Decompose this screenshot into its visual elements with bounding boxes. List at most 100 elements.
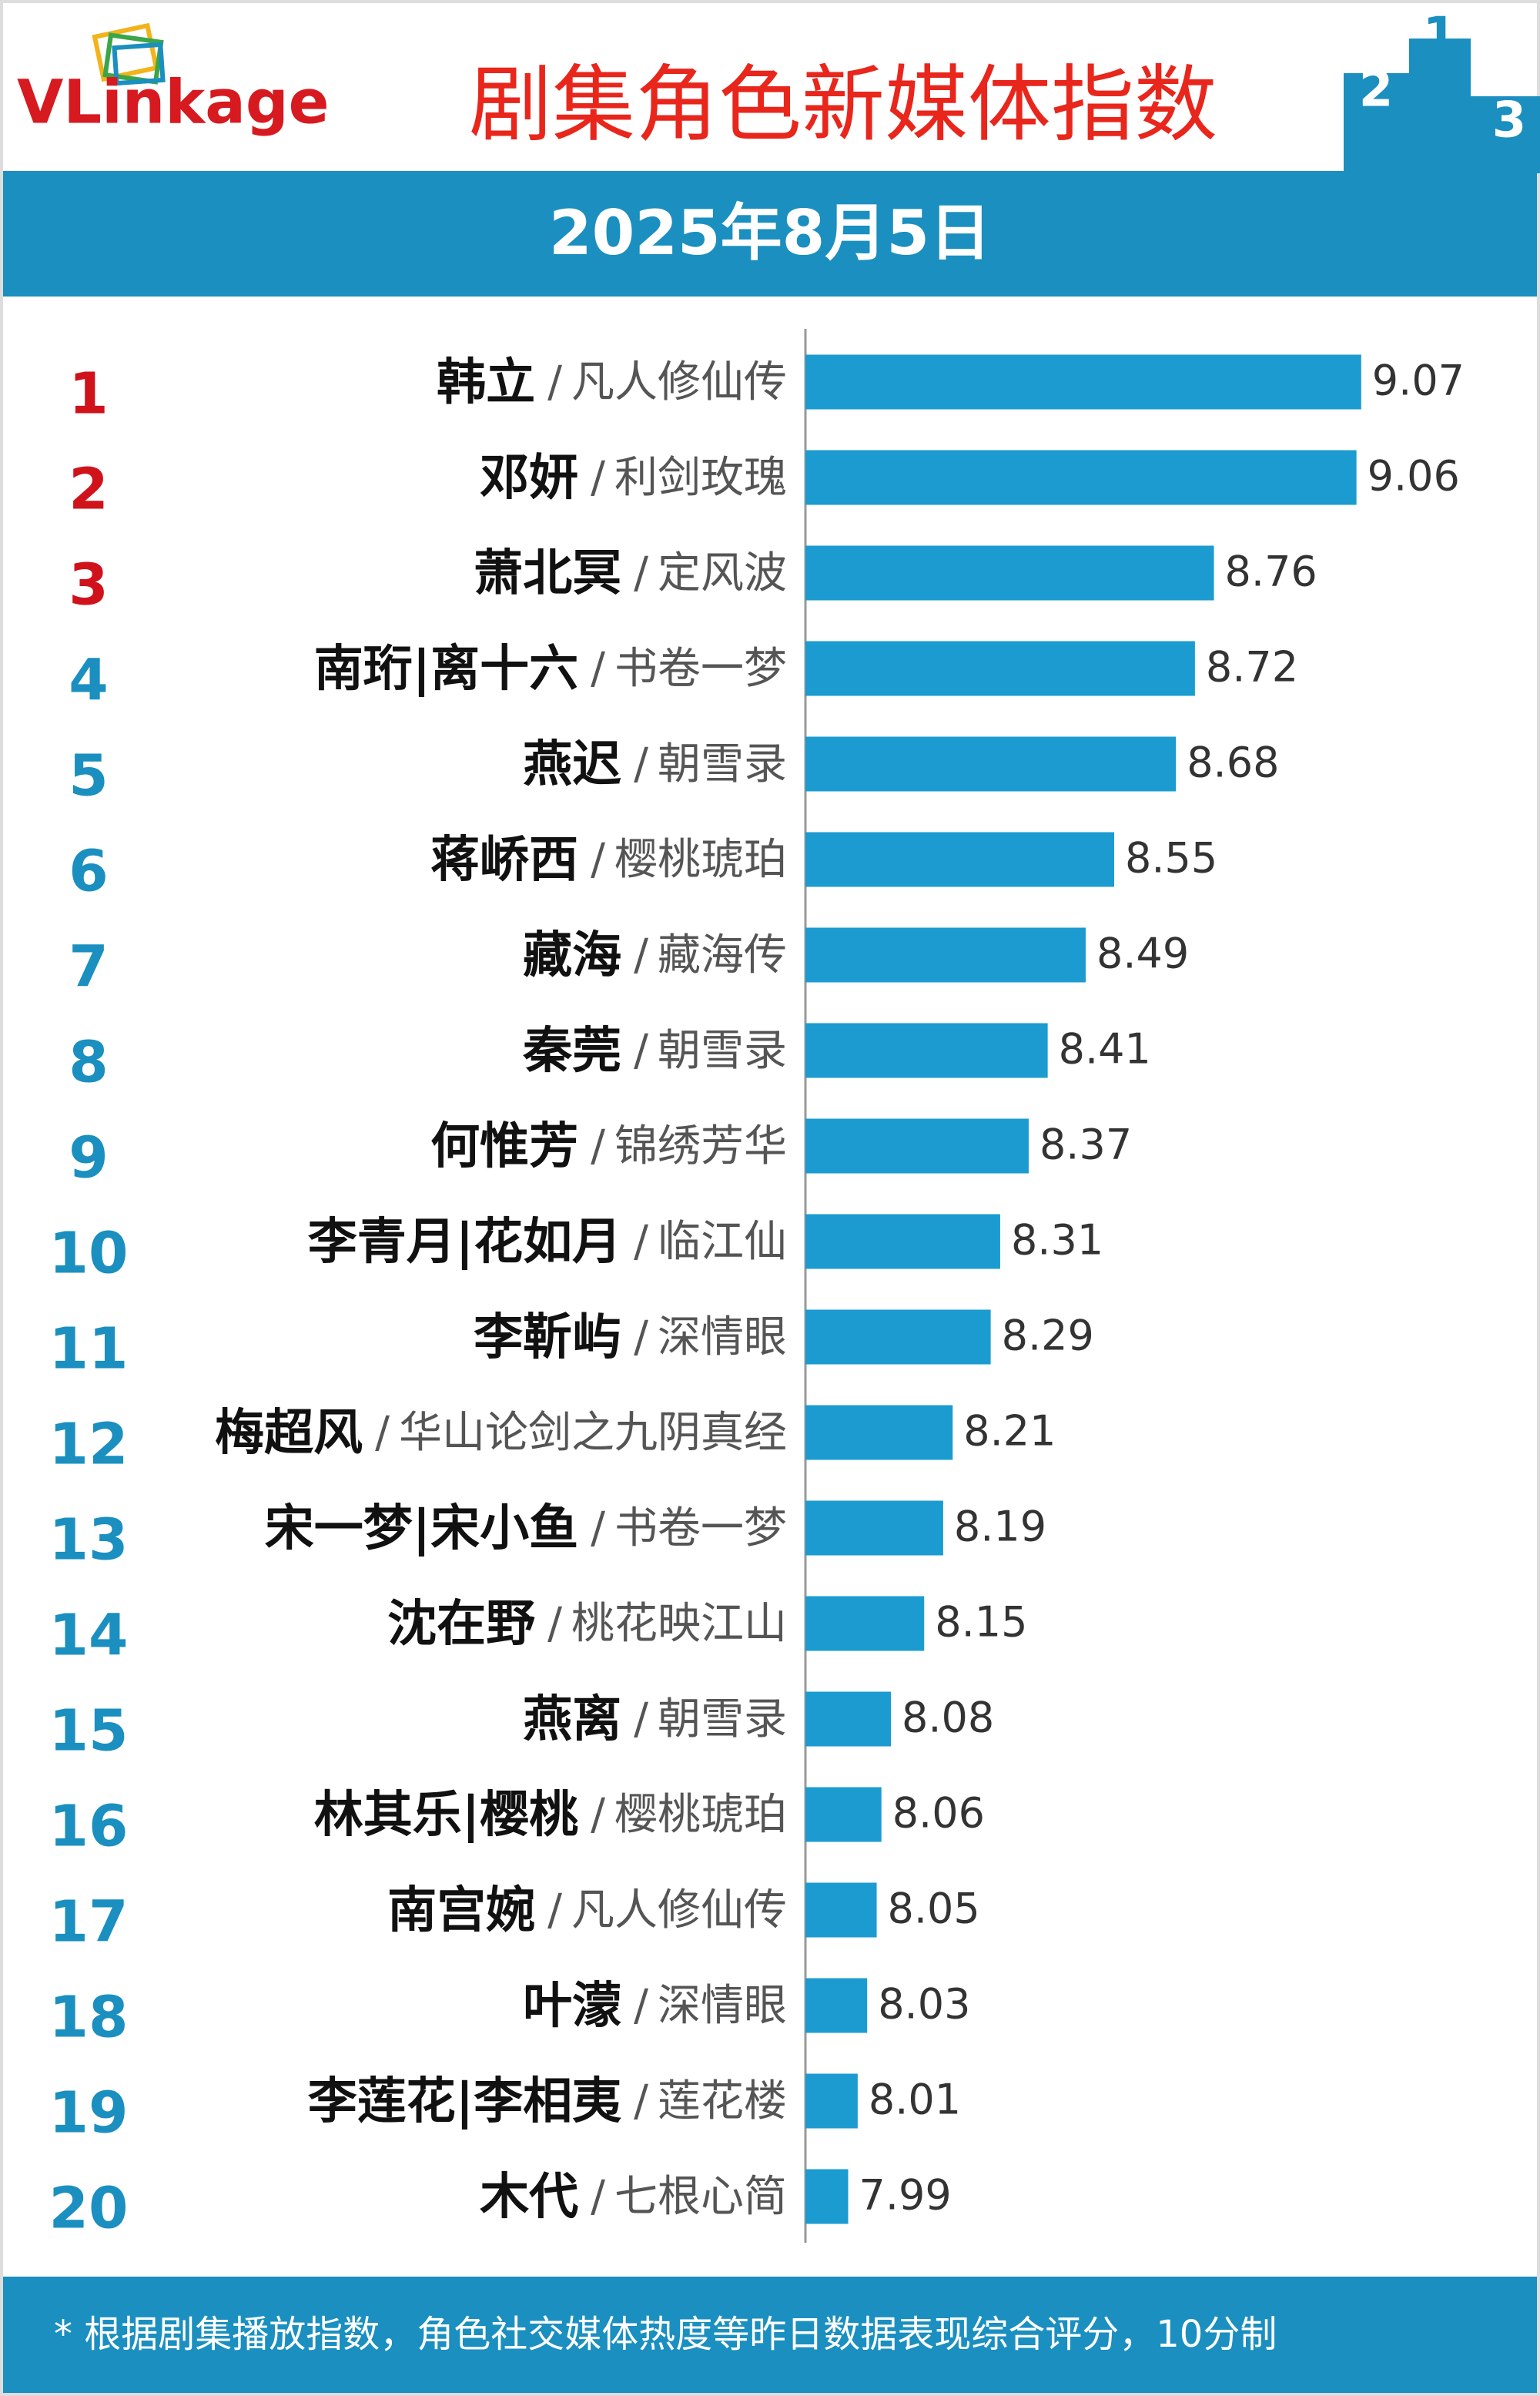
podium-label: 1 — [1423, 8, 1458, 65]
character-name: 李靳屿 — [474, 1309, 621, 1366]
footnote: * 根据剧集播放指数，角色社交媒体热度等昨日数据表现综合评分，10分制 — [54, 2313, 1277, 2356]
drama-name: 藏海传 — [658, 930, 787, 980]
bar — [805, 1691, 892, 1747]
drama-name: 临江仙 — [658, 1217, 787, 1267]
bar — [805, 545, 1214, 601]
rank: 15 — [49, 1698, 129, 1764]
rank: 17 — [49, 1889, 129, 1955]
separator: / — [591, 2172, 605, 2222]
bar — [805, 1882, 877, 1938]
character-name: 木代 — [480, 2169, 578, 2226]
separator: / — [591, 835, 605, 885]
drama-name: 桃花映江山 — [571, 1599, 787, 1649]
separator: / — [591, 1790, 605, 1840]
category-label: 沈在野 / 桃花映江山 — [387, 1596, 787, 1653]
drama-name: 朝雪录 — [658, 1694, 787, 1744]
drama-name: 樱桃琥珀 — [614, 1790, 787, 1840]
rank: 3 — [69, 552, 109, 618]
character-name: 南宫婉 — [387, 1882, 535, 1939]
rank: 1 — [69, 361, 109, 427]
character-name: 沈在野 — [387, 1596, 535, 1653]
rank: 18 — [49, 1985, 129, 2051]
value-label: 8.41 — [1059, 1025, 1151, 1074]
rank: 14 — [49, 1603, 129, 1669]
category-label: 李靳屿 / 深情眼 — [474, 1309, 787, 1366]
drama-name: 朝雪录 — [658, 739, 787, 789]
separator: / — [634, 1026, 648, 1076]
separator: / — [547, 357, 562, 407]
podium-label: 3 — [1492, 92, 1527, 149]
value-label: 8.72 — [1206, 643, 1298, 692]
date-band — [3, 171, 1537, 297]
rank: 13 — [49, 1507, 129, 1573]
drama-name: 深情眼 — [658, 1312, 787, 1362]
drama-name: 莲花楼 — [658, 2076, 787, 2126]
bar — [805, 927, 1086, 983]
drama-name: 华山论剑之九阴真经 — [399, 1408, 787, 1458]
value-label: 8.49 — [1096, 930, 1189, 978]
value-label: 9.07 — [1372, 357, 1465, 405]
bar — [805, 1118, 1029, 1174]
rank: 4 — [69, 648, 109, 714]
separator: / — [591, 453, 605, 503]
podium — [1344, 39, 1540, 173]
bar — [805, 1214, 1000, 1269]
bar — [805, 736, 1177, 792]
category-label: 何惟芳 / 锦绣芳华 — [430, 1118, 787, 1175]
character-name: 叶濛 — [523, 1978, 621, 2035]
character-name: 李莲花|李相夷 — [308, 2073, 621, 2130]
separator: / — [634, 1981, 648, 2031]
character-name: 邓妍 — [480, 450, 578, 507]
bar — [805, 1405, 953, 1460]
bar — [805, 1309, 991, 1365]
character-name: 萧北冥 — [474, 545, 621, 602]
category-label: 藏海 / 藏海传 — [523, 927, 787, 984]
value-label: 8.76 — [1225, 548, 1317, 596]
character-name: 蒋峤西 — [430, 832, 578, 889]
category-label: 宋一梦|宋小鱼 / 书卷一梦 — [265, 1500, 787, 1557]
drama-name: 定风波 — [658, 548, 787, 598]
category-label: 木代 / 七根心简 — [480, 2169, 787, 2226]
value-label: 8.55 — [1125, 834, 1217, 883]
podium-label: 2 — [1359, 62, 1394, 119]
rank: 9 — [69, 1125, 109, 1191]
category-label: 秦莞 / 朝雪录 — [522, 1023, 787, 1080]
character-name: 李青月|花如月 — [308, 1214, 621, 1271]
separator: / — [591, 1503, 605, 1553]
bar — [805, 2169, 849, 2224]
value-label: 8.06 — [892, 1789, 985, 1838]
separator: / — [634, 1312, 648, 1362]
category-label: 林其乐|樱桃 / 樱桃琥珀 — [314, 1787, 787, 1844]
character-name: 韩立 — [437, 354, 535, 411]
character-name: 南珩|离十六 — [314, 641, 578, 698]
subtitle: 2025年8月5日 — [549, 197, 991, 269]
category-label: 梅超风 / 华山论剑之九阴真经 — [215, 1405, 787, 1462]
character-name: 何惟芳 — [430, 1118, 578, 1175]
character-name: 秦莞 — [522, 1023, 621, 1080]
drama-name: 凡人修仙传 — [571, 1885, 787, 1935]
character-name: 燕离 — [523, 1691, 621, 1748]
drama-name: 利剑玫瑰 — [614, 453, 787, 503]
rank: 2 — [69, 457, 109, 523]
separator: / — [547, 1885, 562, 1935]
rank: 16 — [49, 1794, 129, 1860]
bar — [805, 2073, 858, 2129]
category-label: 李青月|花如月 / 临江仙 — [308, 1214, 787, 1271]
separator: / — [591, 1121, 605, 1171]
category-label: 燕离 / 朝雪录 — [523, 1691, 787, 1748]
rank: 19 — [49, 2080, 129, 2146]
rank: 12 — [49, 1412, 129, 1478]
value-label: 8.68 — [1187, 739, 1279, 787]
character-name: 燕迟 — [523, 736, 621, 793]
bar — [805, 450, 1357, 505]
bar — [805, 832, 1114, 887]
value-label: 7.99 — [859, 2171, 952, 2220]
rank: 20 — [49, 2176, 129, 2242]
value-label: 8.15 — [935, 1598, 1027, 1647]
drama-name: 七根心简 — [614, 2172, 787, 2222]
separator: / — [547, 1599, 562, 1649]
bar — [805, 1500, 943, 1556]
bar — [805, 1978, 868, 2033]
chart-title: 剧集角色新媒体指数 — [469, 57, 1217, 153]
drama-name: 深情眼 — [658, 1981, 787, 2031]
